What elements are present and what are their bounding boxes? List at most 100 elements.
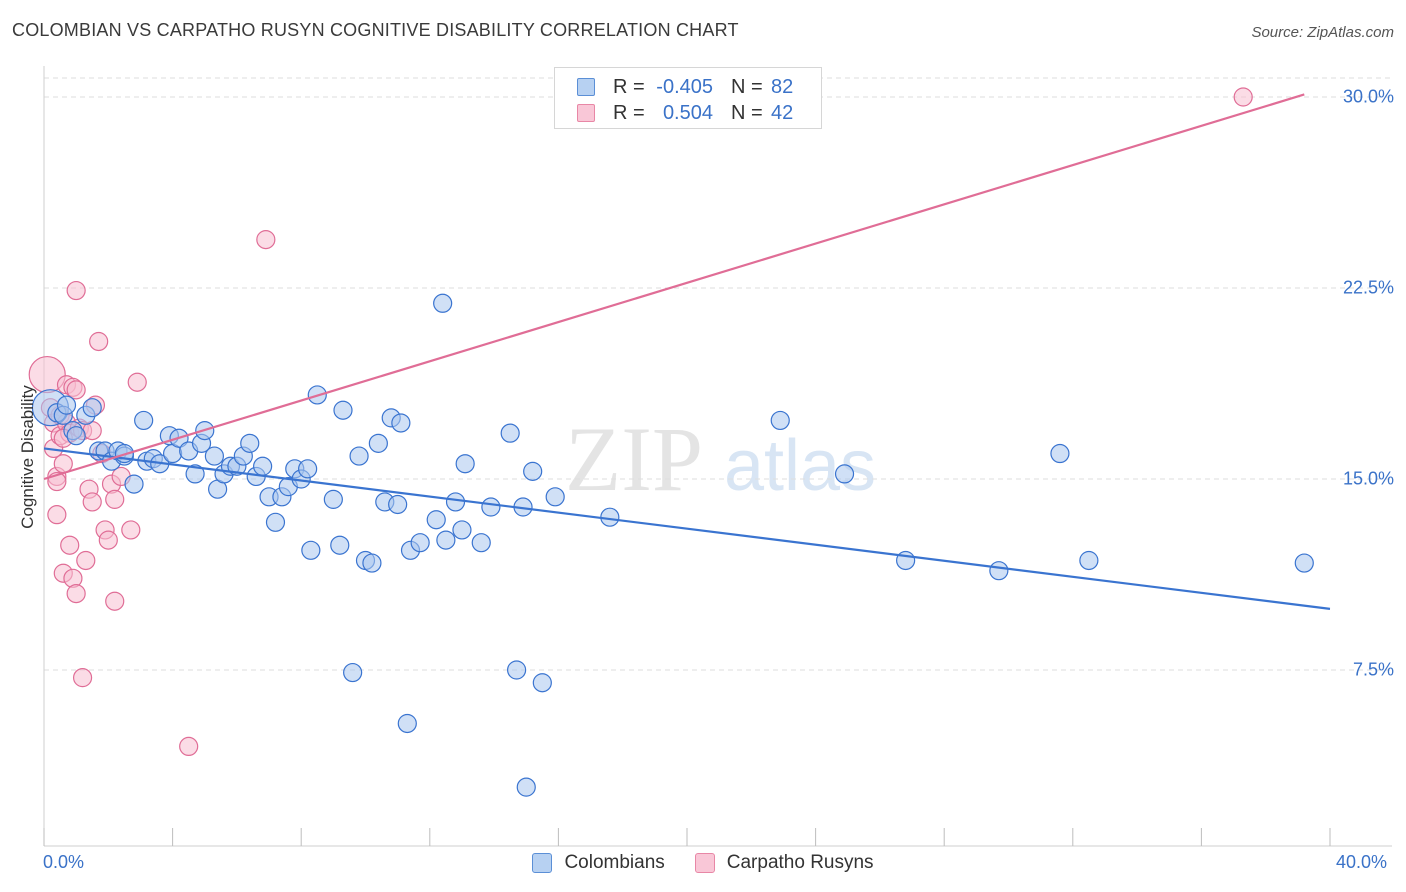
legend-n-value: 42 [771,101,794,124]
colombian-point [545,487,565,507]
carpatho-rusyn-point [66,280,86,301]
watermark-zip: ZIP [565,408,703,510]
colombian-point [134,410,154,431]
x-tick-label-min: 0.0% [43,852,85,872]
legend-r-value: -0.405 [656,75,713,98]
colombian-point [391,413,411,433]
carpatho-rusyn-point [1233,87,1253,107]
colombian-point [124,474,144,494]
colombian-point [532,673,552,693]
legend-row-carpatho-rusyns: R = 0.504 N = 42 [577,101,793,125]
legend-n-label: N = [731,75,763,98]
colombian-point [388,494,408,515]
colombian-point [507,660,527,680]
colombian-point [349,446,369,466]
series-colombians [31,293,1314,797]
colombian-point [455,454,475,474]
legend-label: Colombians [564,852,665,873]
colombian-point [298,459,318,479]
carpatho-rusyn-point [105,489,125,509]
y-tick-label: 30.0% [1342,86,1394,107]
colombian-point [516,777,536,797]
carpatho-rusyn-point [47,505,67,525]
colombian-point [333,400,353,420]
carpatho-rusyn-point [98,530,118,550]
colombian-point [500,423,520,443]
legend-r-value: 0.504 [662,101,713,124]
y-axis-title: Cognitive Disability [18,385,37,529]
carpatho-rusyn-point [256,230,276,250]
colombian-point [1079,550,1099,571]
carpatho-rusyn-point [60,535,80,555]
colombian-point [240,433,260,453]
carpatho-rusyn-point [53,454,73,474]
colombian-point [66,426,86,446]
colombian-point [82,398,102,418]
colombian-point [471,533,491,553]
colombian-point [989,561,1009,581]
colombian-point [1294,553,1314,573]
colombian-point [265,512,286,532]
colombian-point [410,533,430,553]
series-legend: Colombians Carpatho Rusyns [0,852,1406,874]
colombian-point [436,530,456,550]
y-tick-label: 7.5% [1352,659,1394,680]
legend-item-colombians[interactable]: Colombians [532,852,665,874]
carpatho-rusyn-point [66,583,86,604]
legend-swatch-blue [532,853,553,873]
legend-n-label: N = [731,101,763,124]
carpatho-rusyn-point [72,668,93,688]
colombian-point [330,535,350,555]
trend-lines [43,93,1331,610]
colombian-point [323,489,343,509]
carpatho-rusyn-point [121,520,141,540]
colombian-point [185,464,205,484]
carpatho-rusyn-point [82,492,102,512]
colombian-point [362,553,382,573]
legend-r-label: R = [613,101,645,124]
legend-row-colombians: R = -0.405 N = 82 [577,75,793,99]
colombian-point [204,446,224,466]
colombian-point [253,456,273,476]
y-tick-label: 22.5% [1342,277,1394,298]
colombian-point [834,464,855,484]
legend-r-label: R = [613,75,645,98]
carpatho-rusyn-point [127,372,147,392]
watermark: ZIP atlas [565,408,876,510]
source-label: Source: ZipAtlas.com [1251,24,1394,41]
legend-item-carpatho-rusyns[interactable]: Carpatho Rusyns [694,852,874,874]
legend-n-value: 82 [771,75,794,98]
carpatho-rusyn-point [76,550,96,571]
colombian-point [397,713,417,734]
legend-swatch-pink [694,853,715,873]
trend-line-colombians [43,447,1331,610]
colombian-point [481,497,501,517]
colombian-point [770,410,790,431]
x-tick-label-max: 40.0% [1336,852,1388,872]
colombian-point [433,293,453,313]
axes [43,66,1392,847]
carpatho-rusyn-point [105,591,125,611]
colombian-point [523,461,543,481]
colombian-point [56,395,77,415]
chart-title: COLOMBIAN VS CARPATHO RUSYN COGNITIVE DI… [12,20,739,40]
colombian-point [301,540,321,560]
carpatho-rusyn-point [66,380,86,400]
colombian-point [1050,443,1070,464]
grid [44,77,1392,671]
colombian-point [445,492,466,512]
watermark-atlas: atlas [724,426,876,506]
carpatho-rusyn-point [179,736,199,757]
stats-legend: R = -0.405 N = 82 R = 0.504 N = 42 [554,67,822,129]
colombian-point [343,662,363,683]
y-tick-label: 15.0% [1342,468,1394,489]
colombian-point [452,520,472,540]
legend-swatch-pink [577,104,595,122]
colombian-point [368,433,388,453]
carpatho-rusyn-point [89,331,109,352]
colombian-point [426,510,446,530]
trend-line-carpatho-rusyns [43,93,1305,481]
legend-swatch-blue [577,78,595,96]
legend-label: Carpatho Rusyns [726,852,874,873]
